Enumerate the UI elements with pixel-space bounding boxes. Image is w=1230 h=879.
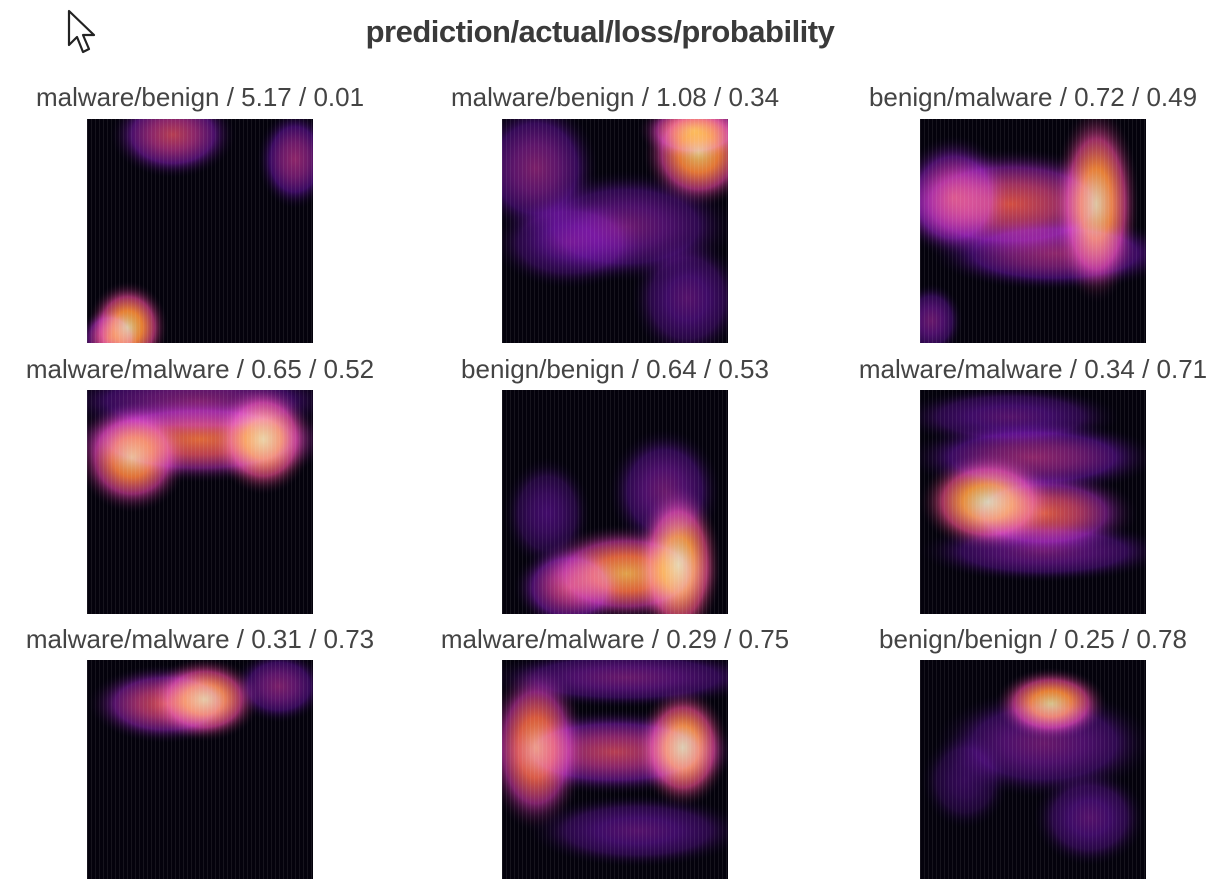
heatmap-svg [920,119,1146,343]
panel-title: malware/malware / 0.65 / 0.52 [25,354,375,384]
scanline-texture [920,660,1146,879]
heatmap-svg [87,390,313,614]
panel-title: benign/malware / 0.72 / 0.49 [868,82,1198,112]
scanline-texture [87,119,313,343]
heatmap-svg [920,660,1146,879]
heatmap-panel [502,119,728,343]
panel-title: malware/benign / 5.17 / 0.01 [35,82,365,112]
heatmap-svg [920,390,1146,614]
scanline-texture [502,119,728,343]
heatmap-svg [502,390,728,614]
scanline-texture [920,390,1146,614]
mouse-pointer-icon [67,9,96,54]
heatmap-svg [87,660,313,879]
panel-title: malware/benign / 1.08 / 0.34 [450,82,780,112]
figure-title: prediction/actual/loss/probability [365,14,835,49]
heatmap-svg [502,660,728,879]
heatmap-panel [87,390,313,614]
heatmap-panel [502,390,728,614]
heatmap-panel [920,390,1146,614]
heatmap-svg [87,119,313,343]
scanline-texture [502,390,728,614]
panel-title: benign/benign / 0.25 / 0.78 [879,624,1187,654]
heatmap-panel [87,660,313,879]
panel-title: benign/benign / 0.64 / 0.53 [461,354,769,384]
panel-title: malware/malware / 0.31 / 0.73 [25,624,375,654]
scanline-texture [920,119,1146,343]
panel-title: malware/malware / 0.29 / 0.75 [440,624,790,654]
heatmap-panel [920,660,1146,879]
heatmap-panel [920,119,1146,343]
scanline-texture [502,660,728,879]
heatmap-panel [87,119,313,343]
panel-title: malware/malware / 0.34 / 0.71 [858,354,1208,384]
scanline-texture [87,660,313,879]
heatmap-panel [502,660,728,879]
scanline-texture [87,390,313,614]
heatmap-svg [502,119,728,343]
